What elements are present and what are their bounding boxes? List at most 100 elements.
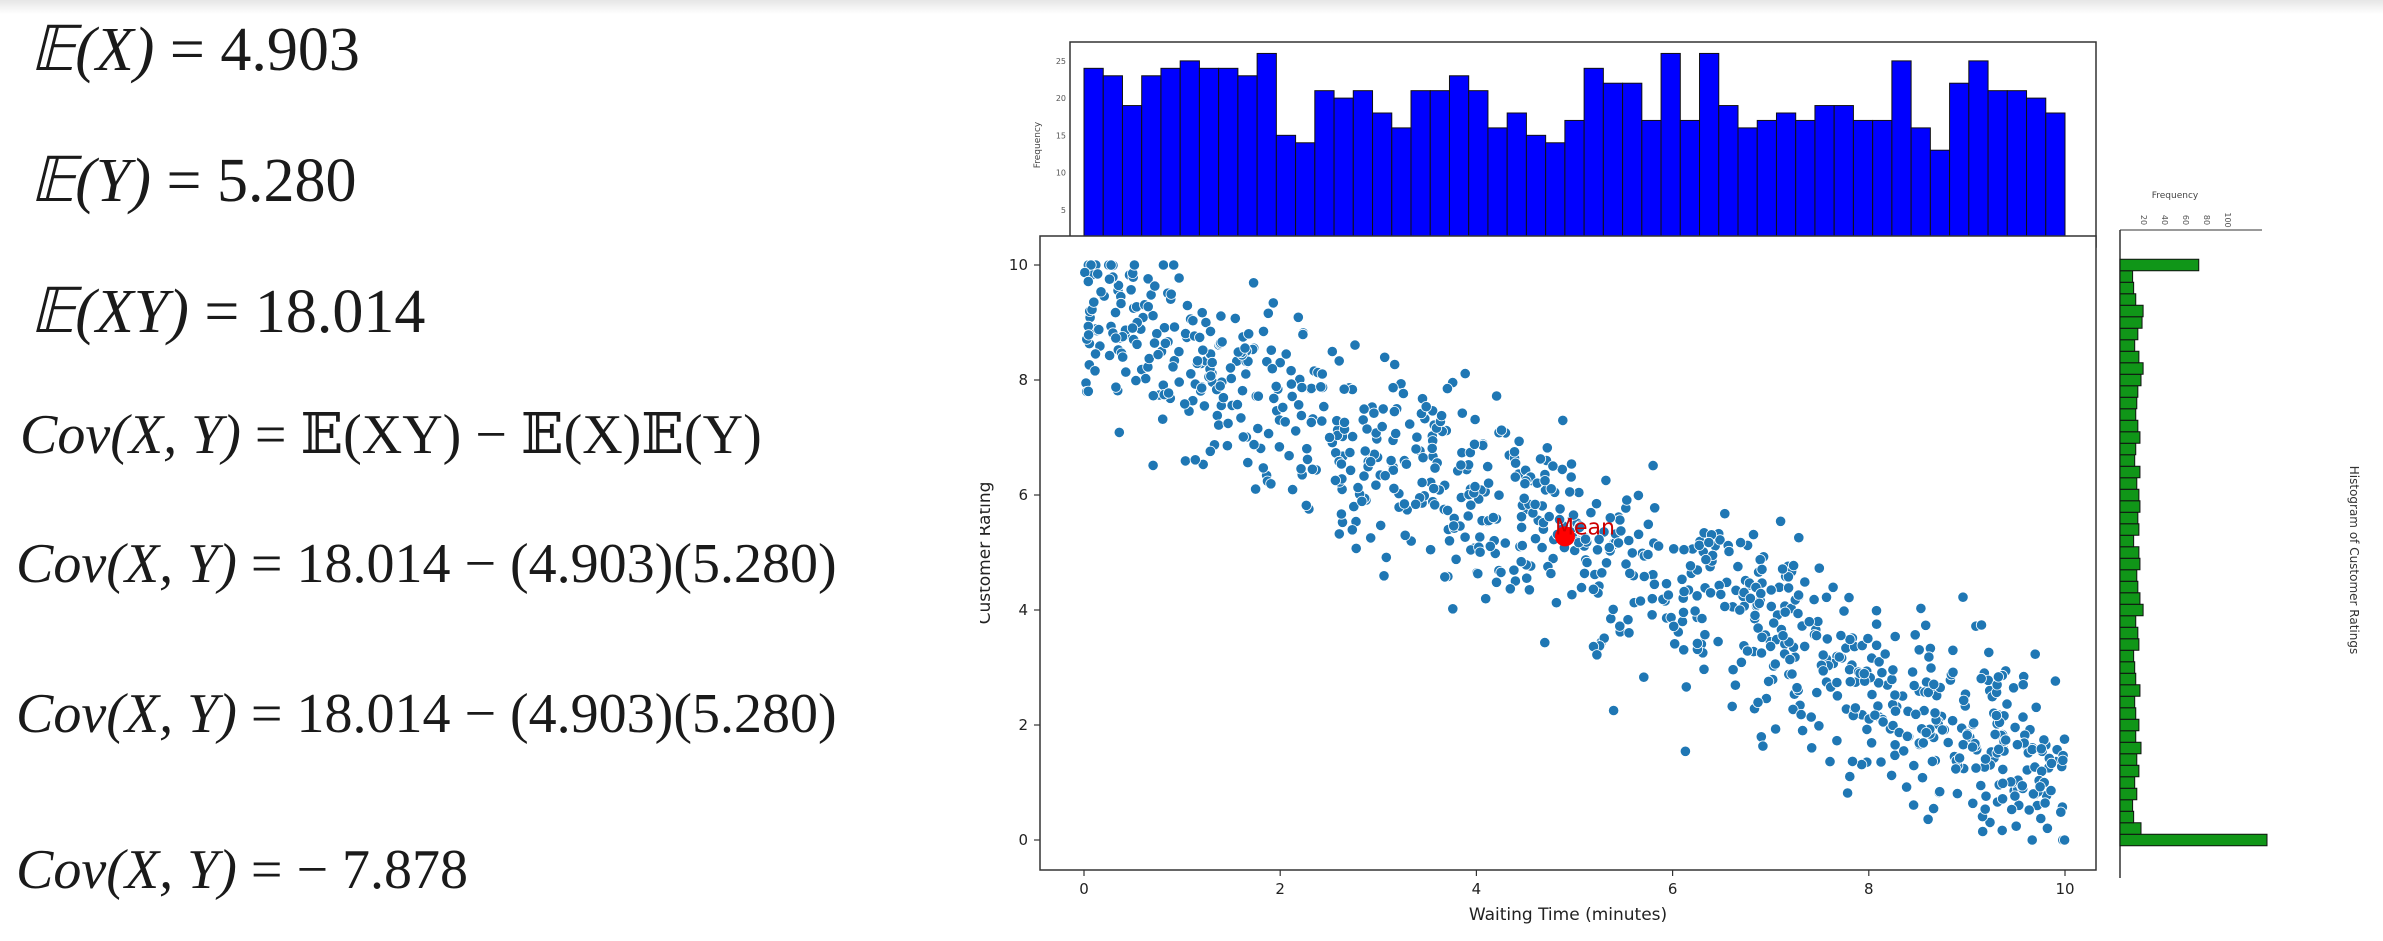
- scatter-point: [2045, 757, 2058, 770]
- scatter-point: [1167, 361, 1179, 373]
- scatter-point: [1813, 720, 1825, 732]
- scatter-point: [1344, 446, 1356, 459]
- scatter-point: [1996, 824, 2008, 837]
- scatter-point: [1197, 344, 1209, 356]
- scatter-point: [1719, 508, 1731, 520]
- scatter-point: [1662, 589, 1675, 601]
- right-histogram-bar: [2119, 741, 2142, 755]
- top-histogram-bar: [1641, 119, 1662, 248]
- scatter-point: [1557, 414, 1569, 426]
- right-histogram-bar: [2119, 454, 2136, 467]
- eq-lhs: 𝔼(X): [30, 16, 155, 84]
- scatter-point: [1089, 348, 1102, 360]
- scatter-point: [1493, 489, 1505, 501]
- scatter-point: [1152, 348, 1164, 361]
- scatter-point: [1669, 638, 1681, 650]
- scatter-point: [1996, 793, 2009, 805]
- scatter-point: [1252, 390, 1264, 402]
- right-histogram-bar: [2119, 373, 2142, 387]
- scatter-point: [1835, 629, 1847, 642]
- scatter-point: [1295, 463, 1307, 475]
- eq-rhs: = 𝔼(XY) − 𝔼(X)𝔼(Y): [254, 404, 762, 466]
- scatter-point: [1105, 259, 1117, 271]
- scatter-ylabel: Customer Rating: [980, 482, 995, 625]
- top-histogram-bar: [1141, 75, 1162, 248]
- x-tick-label: 6: [1668, 880, 1678, 898]
- scatter-point: [1984, 816, 1996, 829]
- right-histogram-bar: [2119, 764, 2140, 778]
- scatter-point: [1128, 259, 1140, 271]
- scatter-point: [1668, 543, 1680, 555]
- top-histogram-bar: [1429, 90, 1450, 248]
- scatter-point: [1714, 534, 1726, 546]
- scatter-point: [1596, 567, 1608, 579]
- scatter-point: [1085, 259, 1097, 271]
- scatter-point: [2009, 721, 2021, 734]
- scatter-point: [1696, 612, 1708, 625]
- scatter-point: [1564, 486, 1576, 498]
- scatter-point: [1844, 676, 1856, 688]
- scatter-point: [1886, 673, 1898, 686]
- scatter-point: [1168, 259, 1180, 271]
- right-histogram-bar: [2119, 477, 2138, 490]
- scatter-point: [1346, 430, 1359, 443]
- scatter-point: [1518, 492, 1530, 504]
- right-histogram-bar: [2119, 385, 2139, 398]
- scatter-point: [1691, 637, 1704, 650]
- top-histogram-bar: [1602, 82, 1624, 248]
- scatter-point: [1607, 704, 1620, 717]
- scatter-point: [1247, 277, 1260, 289]
- scatter-point: [1543, 510, 1555, 523]
- scatter-point: [1946, 715, 1959, 727]
- scatter-point: [1417, 452, 1429, 464]
- right-histogram-bar: [2119, 339, 2136, 352]
- y-tick-label: 8: [1018, 371, 1028, 389]
- scatter-point: [1623, 627, 1635, 639]
- scatter-point: [1879, 648, 1891, 660]
- scatter-point: [1744, 592, 1757, 604]
- top-histogram-bar: [1795, 119, 1816, 248]
- scatter-point: [1831, 676, 1843, 689]
- scatter-point: [2008, 682, 2020, 694]
- scatter-point: [1490, 390, 1503, 402]
- scatter-point: [1634, 595, 1647, 607]
- scatter-point: [1827, 581, 1839, 593]
- scatter-point: [1147, 390, 1159, 402]
- scatter-point: [2030, 701, 2042, 713]
- scatter-point: [1922, 813, 1934, 825]
- scatter-point: [1378, 570, 1390, 582]
- scatter-point: [1975, 619, 1988, 631]
- scatter-point: [1173, 272, 1185, 284]
- scatter-point: [1877, 716, 1889, 728]
- scatter-point: [1515, 521, 1528, 533]
- scatter-point: [1142, 301, 1154, 313]
- scatter-point: [2059, 834, 2071, 846]
- scatter-point: [1870, 639, 1883, 651]
- scatter-point: [1646, 593, 1658, 605]
- scatter-point: [1410, 443, 1422, 455]
- scatter-point: [1211, 409, 1223, 422]
- scatter-point: [1379, 470, 1391, 482]
- scatter-point: [1741, 645, 1754, 657]
- scatter-point: [1268, 392, 1280, 404]
- top-histogram-ytick: 20: [1056, 94, 1066, 103]
- top-histogram-bar: [1872, 119, 1893, 248]
- scatter-point: [1224, 362, 1237, 374]
- scatter-point: [1908, 759, 1920, 772]
- scatter-point: [1765, 584, 1777, 596]
- scatter-point: [1214, 380, 1226, 392]
- right-histogram-bar: [2119, 718, 2140, 732]
- scatter-point: [1916, 772, 1929, 784]
- scatter-point: [1983, 646, 1995, 659]
- right-histogram-bar: [2119, 408, 2137, 421]
- scatter-point: [1082, 275, 1094, 288]
- scatter-point: [1469, 413, 1481, 426]
- scatter-point: [1997, 763, 2009, 776]
- scatter-point: [1204, 325, 1217, 337]
- scatter-point: [1567, 509, 1580, 521]
- scatter-point: [1734, 536, 1747, 549]
- top-histogram-bar: [1506, 112, 1527, 248]
- scatter-point: [1159, 337, 1171, 349]
- scatter-point: [1762, 675, 1775, 688]
- scatter-point: [1889, 739, 1901, 751]
